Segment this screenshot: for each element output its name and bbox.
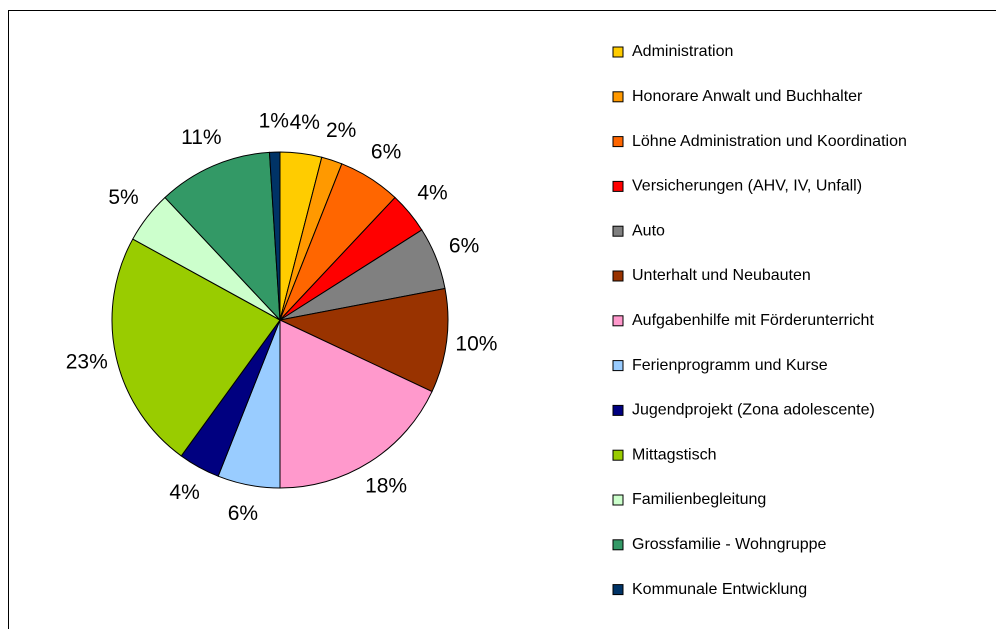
legend-label: Administration xyxy=(632,43,733,60)
legend-swatch xyxy=(612,449,624,461)
legend-swatch xyxy=(612,494,624,506)
legend-swatch xyxy=(612,225,624,237)
legend-swatch xyxy=(612,91,624,103)
legend-label: Honorare Anwalt und Buchhalter xyxy=(632,88,863,105)
data-label: 10% xyxy=(455,332,497,355)
legend-swatch xyxy=(612,315,624,327)
legend-swatch xyxy=(612,136,624,148)
data-label: 1% xyxy=(259,110,289,133)
legend-label: Familienbegleitung xyxy=(632,491,766,508)
pie-slice xyxy=(164,151,281,322)
data-label: 6% xyxy=(449,235,479,258)
legend-swatch xyxy=(612,180,624,192)
data-label: 2% xyxy=(326,119,356,142)
legend-label: Auto xyxy=(632,222,665,239)
data-label: 4% xyxy=(290,111,320,134)
data-label: 18% xyxy=(365,475,407,498)
legend-swatch xyxy=(612,46,624,58)
data-label: 11% xyxy=(181,126,221,149)
legend-swatch xyxy=(612,584,624,596)
legend-label: Jugendprojekt (Zona adolescente) xyxy=(632,402,875,419)
legend-label: Aufgabenhilfe mit Förderunterricht xyxy=(632,312,874,329)
data-label: 6% xyxy=(228,502,258,525)
legend-label: Unterhalt und Neubauten xyxy=(632,267,811,284)
legend-label: Löhne Administration und Koordination xyxy=(632,133,907,150)
data-label: 4% xyxy=(169,481,199,504)
legend-label: Versicherungen (AHV, IV, Unfall) xyxy=(632,178,862,195)
pie-slice xyxy=(268,151,281,321)
legend-swatch xyxy=(612,539,624,551)
data-label: 5% xyxy=(108,186,138,209)
legend-swatch xyxy=(612,270,624,282)
legend-label: Grossfamilie - Wohngruppe xyxy=(632,536,827,553)
pie-slice xyxy=(279,319,433,489)
legend-swatch xyxy=(612,404,624,416)
pie-slice xyxy=(278,287,449,393)
legend-swatch xyxy=(612,360,624,372)
pie-slice xyxy=(111,238,281,457)
data-label: 6% xyxy=(371,140,401,163)
legend-label: Ferienprogramm und Kurse xyxy=(632,357,828,374)
legend-label: Kommunale Entwicklung xyxy=(632,581,807,598)
legend-label: Mittagstisch xyxy=(632,446,716,463)
data-label: 4% xyxy=(417,181,447,204)
data-label: 23% xyxy=(66,351,108,374)
